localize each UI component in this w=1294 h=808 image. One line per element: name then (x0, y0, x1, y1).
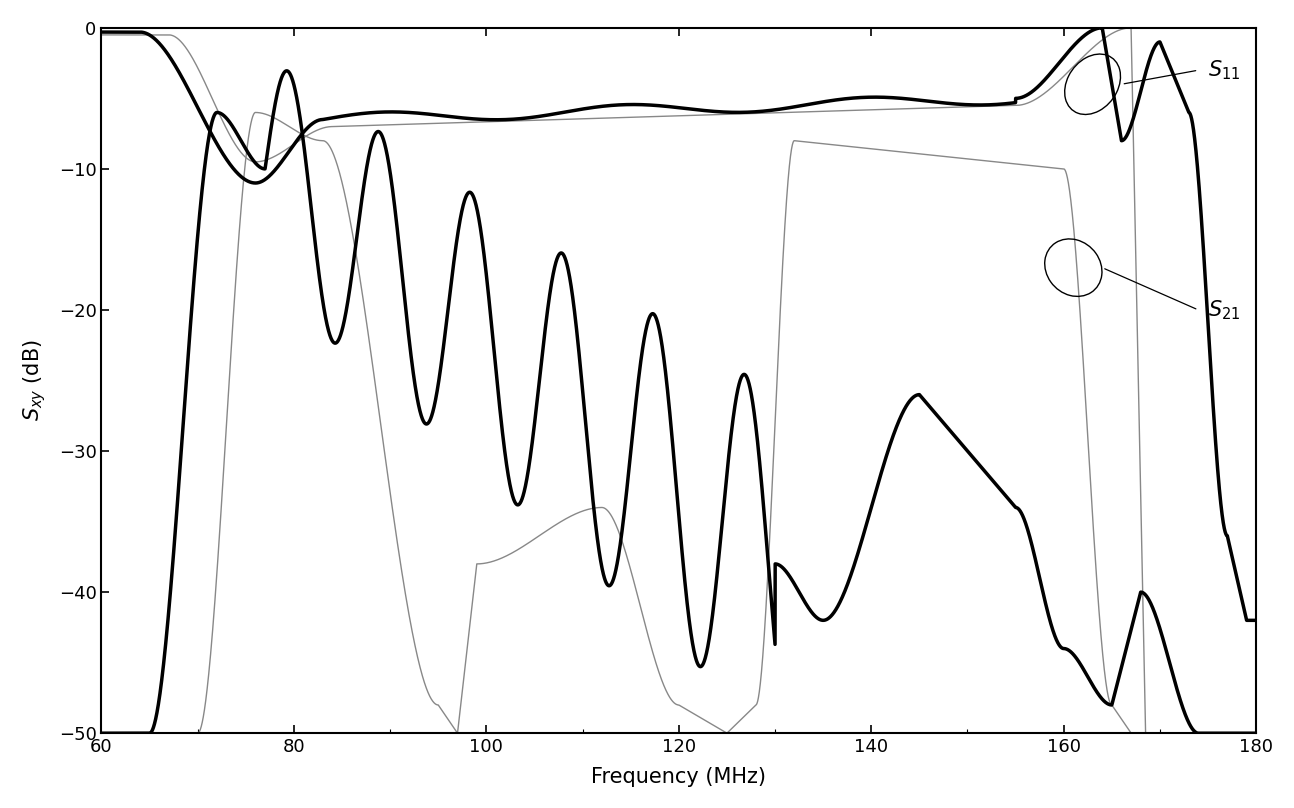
Text: $S_{11}$: $S_{11}$ (1209, 58, 1241, 82)
Text: $S_{21}$: $S_{21}$ (1209, 298, 1241, 322)
X-axis label: Frequency (MHz): Frequency (MHz) (591, 767, 766, 787)
Y-axis label: $S_{xy}$ (dB): $S_{xy}$ (dB) (21, 339, 48, 422)
